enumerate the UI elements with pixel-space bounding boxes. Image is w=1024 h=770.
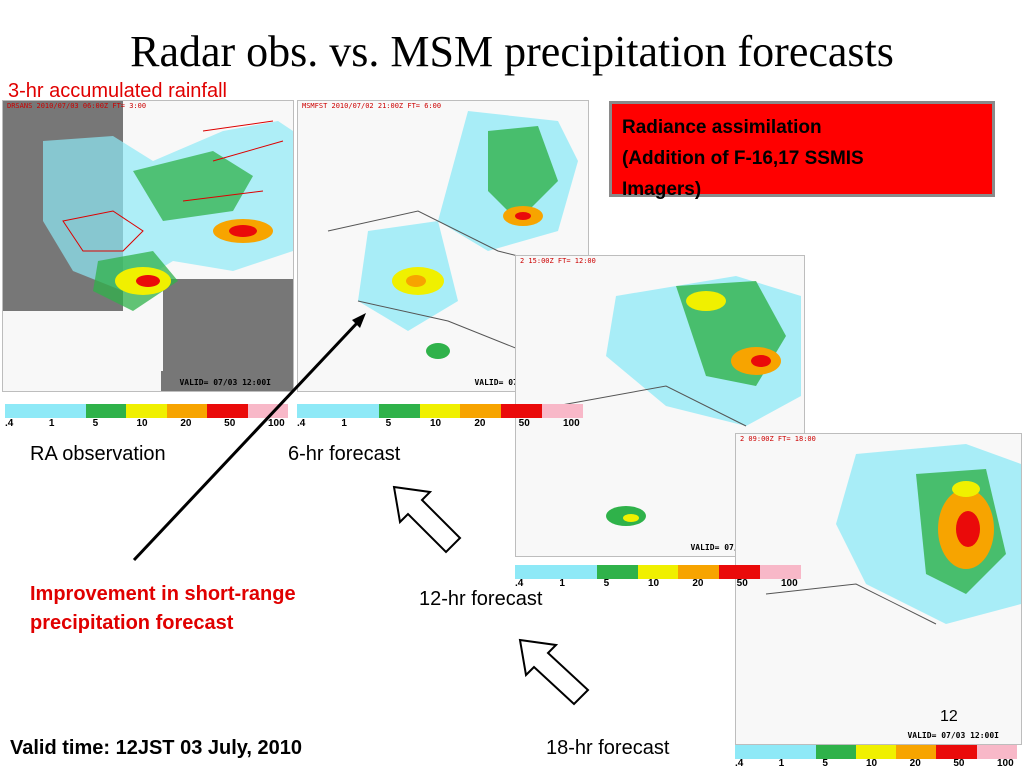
legend-swatch bbox=[735, 745, 776, 759]
legend-swatch bbox=[207, 404, 248, 418]
obs-header: DRSANS 2010/07/03 06:00Z FT= 3:00 bbox=[7, 102, 147, 110]
legend-swatch bbox=[247, 404, 288, 418]
legend-swatch bbox=[637, 565, 679, 579]
accumulation-label: 3-hr accumulated rainfall bbox=[8, 80, 227, 102]
legend-swatch bbox=[976, 745, 1017, 759]
legend-swatch bbox=[760, 565, 802, 579]
legend-tick: .4 bbox=[297, 418, 306, 429]
legend-tick: 5 bbox=[92, 418, 99, 429]
legend-swatch bbox=[596, 565, 638, 579]
f6-label: 6-hr forecast bbox=[288, 443, 401, 465]
box-line-1: Radiance assimilation bbox=[622, 117, 822, 138]
legend-obs bbox=[5, 404, 288, 418]
legend-swatch bbox=[501, 404, 543, 418]
f18-label: 18-hr forecast bbox=[546, 737, 670, 759]
legend-swatch bbox=[45, 404, 86, 418]
legend-tick: 100 bbox=[563, 418, 580, 429]
legend-swatch bbox=[936, 745, 977, 759]
legend-tick: 1 bbox=[341, 418, 347, 429]
legend-swatch bbox=[815, 745, 856, 759]
legend-f18 bbox=[735, 745, 1017, 759]
legend-swatch bbox=[678, 565, 720, 579]
legend-tick: 100 bbox=[268, 418, 285, 429]
legend-swatch bbox=[460, 404, 502, 418]
legend-swatch bbox=[719, 565, 761, 579]
legend-tick: 5 bbox=[822, 758, 828, 769]
f18-header: 2 09:00Z FT= 18:00 bbox=[740, 435, 816, 443]
obs-label: RA observation bbox=[30, 443, 166, 465]
legend-f12 bbox=[515, 565, 802, 579]
f12-label: 12-hr forecast bbox=[419, 588, 543, 610]
page-number: 12 bbox=[940, 708, 958, 725]
legend-tick: 5 bbox=[603, 578, 610, 589]
legend-tick: 5 bbox=[385, 418, 392, 429]
improvement-line-2: precipitation forecast bbox=[30, 612, 234, 634]
box-line-2: (Addition of F-16,17 SSMIS bbox=[622, 148, 864, 169]
improvement-note: Improvement in short-range precipitation… bbox=[30, 580, 296, 638]
legend-tick: 10 bbox=[136, 418, 148, 429]
legend-swatch bbox=[337, 404, 379, 418]
legend-swatch bbox=[896, 745, 937, 759]
legend-swatch bbox=[855, 745, 897, 759]
legend-swatch bbox=[775, 745, 816, 759]
legend-swatch bbox=[555, 565, 597, 579]
f12-header: 2 15:00Z FT= 12:00 bbox=[520, 257, 596, 265]
legend-tick: 1 bbox=[48, 418, 55, 429]
legend-swatch bbox=[378, 404, 420, 418]
legend-swatch bbox=[85, 404, 127, 418]
hollow-arrow-12-to-6 bbox=[392, 485, 462, 554]
legend-tick: 1 bbox=[559, 578, 565, 589]
legend-tick: 20 bbox=[692, 578, 704, 589]
box-line-3: Imagers) bbox=[622, 179, 702, 200]
legend-swatch bbox=[515, 565, 556, 579]
slide-title: Radar obs. vs. MSM precipitation forecas… bbox=[130, 27, 894, 76]
legend-tick: 20 bbox=[909, 758, 921, 769]
legend-tick: .4 bbox=[735, 758, 744, 769]
legend-swatch bbox=[542, 404, 584, 418]
legend-ticks-f18: .4 1 5 10 20 50 100 bbox=[735, 758, 1017, 770]
legend-tick: 100 bbox=[781, 578, 798, 589]
legend-swatch bbox=[166, 404, 208, 418]
legend-tick: 100 bbox=[997, 758, 1014, 769]
legend-swatch bbox=[297, 404, 338, 418]
improvement-line-1: Improvement in short-range bbox=[30, 583, 296, 605]
legend-swatch bbox=[126, 404, 167, 418]
legend-tick: 10 bbox=[648, 578, 660, 589]
legend-tick: 1 bbox=[778, 758, 785, 769]
legend-tick: 50 bbox=[736, 578, 748, 589]
radar-observation-map: DRSANS 2010/07/03 06:00Z FT= 3:00 VALID=… bbox=[2, 100, 294, 392]
legend-tick: .4 bbox=[5, 418, 14, 429]
legend-ticks-f12: .4 1 5 10 20 50 100 bbox=[515, 578, 801, 590]
legend-ticks-f6: .4 1 5 10 20 50 100 bbox=[297, 418, 583, 430]
radiance-assimilation-box: Radiance assimilation (Addition of F-16,… bbox=[609, 101, 995, 200]
f18-valid: VALID= 07/03 12:00I bbox=[907, 731, 999, 740]
forecast-18hr-map: 2 09:00Z FT= 18:00 VALID= 07/03 12:00I bbox=[735, 433, 1022, 745]
legend-swatch bbox=[5, 404, 46, 418]
legend-ticks-obs: .4 1 5 10 20 50 100 bbox=[5, 418, 288, 430]
legend-swatch bbox=[419, 404, 461, 418]
valid-time: Valid time: 12JST 03 July, 2010 bbox=[10, 737, 303, 759]
legend-tick: 10 bbox=[866, 758, 878, 769]
obs-valid: VALID= 07/03 12:00I bbox=[179, 378, 271, 387]
hollow-arrow-18-to-12 bbox=[518, 638, 590, 706]
legend-tick: 50 bbox=[953, 758, 965, 769]
legend-tick: 50 bbox=[518, 418, 530, 429]
f6-header: MSMFST 2010/07/02 21:00Z FT= 6:00 bbox=[302, 102, 442, 110]
legend-tick: 20 bbox=[474, 418, 486, 429]
legend-tick: .4 bbox=[515, 578, 524, 589]
legend-f6 bbox=[297, 404, 584, 418]
legend-tick: 50 bbox=[224, 418, 236, 429]
legend-tick: 10 bbox=[430, 418, 442, 429]
legend-tick: 20 bbox=[180, 418, 192, 429]
